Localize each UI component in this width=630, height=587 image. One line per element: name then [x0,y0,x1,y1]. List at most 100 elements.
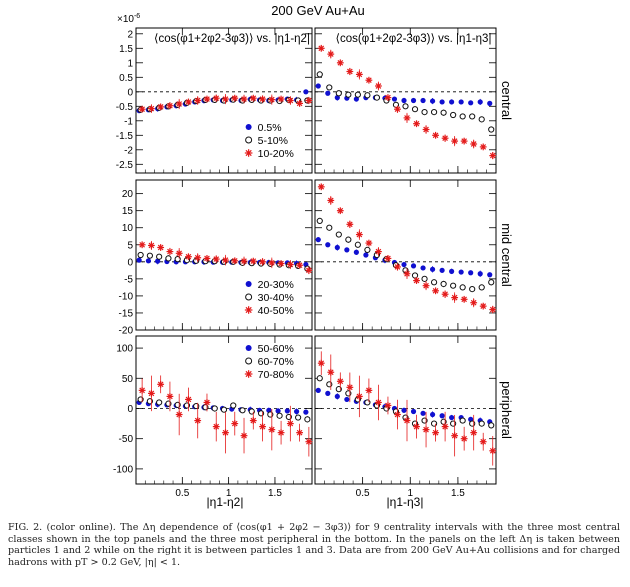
data-point [317,359,325,367]
data-point [410,408,417,415]
y-tick-label: 100 [116,344,133,355]
legend-marker [245,293,253,301]
data-point [401,407,407,413]
data-point [354,91,361,98]
data-point [137,251,144,259]
panel-mid-central-right: mid central [314,179,514,331]
y-tick-label: -5 [124,274,133,285]
data-point [231,420,239,427]
panel-mid-central-left: -20 -15 -10 -5 0 5 10 15 20 20-30%30-40%40-50% [119,179,313,337]
data-point [441,423,449,431]
data-point [157,380,165,388]
data-point [422,426,430,434]
data-point [166,393,174,400]
data-point [194,97,202,104]
data-point [413,423,420,431]
data-point [286,420,294,427]
data-point [413,120,420,128]
data-point [479,302,487,310]
data-point [401,261,407,268]
data-point [488,279,495,286]
data-point [305,266,313,274]
data-point [136,257,142,263]
data-point [325,390,331,396]
x-tick-label: 1 [407,488,413,499]
exponent-label: ×10-6 [117,13,140,25]
data-point [240,432,248,440]
data-point [345,236,352,243]
data-point [259,258,266,266]
data-point [422,126,430,133]
figure: 200 GeV Au+Au ×10-6 -2.5-2-1.5-1-0.500.5… [113,3,514,509]
series-20-30% [315,237,493,278]
data-point [432,287,439,295]
legend-marker [245,345,252,351]
data-point [441,290,449,298]
data-point [403,417,411,424]
panel-title-right: ⟨cos(φ1+2φ2-3φ3)⟩ vs. |η1-η3| [336,32,492,45]
data-point [275,408,281,414]
panel-frame [135,335,313,485]
data-point [488,422,495,429]
xlabel-left: |η1-η2| [207,495,244,509]
legend-marker [244,370,253,378]
data-point [373,94,381,101]
series-5-10% [316,71,495,133]
data-point [334,244,340,251]
data-point [336,207,344,215]
data-point [239,407,246,414]
data-point [403,114,411,122]
data-point [440,109,447,116]
legend-central: 0.5%5-10%10-20% [244,122,294,160]
data-point [284,408,290,414]
data-point [489,447,497,455]
data-point [346,68,354,75]
data-point [145,258,151,264]
x-tick-label: 0.5 [175,488,189,499]
data-point [286,97,294,104]
data-point [449,99,455,105]
data-point [439,99,445,105]
data-point [470,299,478,307]
series-40-50% [138,240,313,275]
data-point [375,248,382,255]
data-point [450,111,457,119]
data-point [488,126,495,133]
data-point [384,255,392,262]
series-70-80% [317,351,497,466]
data-point [439,413,445,419]
data-point [411,106,419,113]
series-0.5% [315,83,493,106]
data-point [384,402,392,409]
data-point [401,97,407,104]
data-point [304,416,311,423]
y-tick-label: 0 [127,257,133,268]
data-point [430,109,438,116]
data-point [468,270,474,276]
data-point [410,97,417,104]
y-tick-label: 1 [127,58,133,69]
data-point [336,59,344,67]
legend-label: 0.5% [258,122,282,134]
data-point [138,386,146,394]
data-point [432,429,439,437]
data-point [316,71,323,78]
data-point [138,105,146,113]
data-point [230,402,237,409]
data-point [468,100,474,106]
y-tick-label: 2 [127,29,133,40]
data-point [345,91,352,98]
data-point [441,134,449,142]
panel-central-left: -2.5 -2 -1.5 -1 -0.5 0 0.5 1 1.5 2 ⟨cos(φ1+2φ2-3φ3… [116,27,313,174]
data-point [315,83,321,89]
data-point [459,417,466,424]
data-point [147,105,155,113]
legend-label: 5-10% [258,135,288,147]
panel-frame [135,179,313,331]
data-point [489,152,497,159]
panel-frame [314,27,497,174]
xlabel-right: |η1-η3| [387,495,424,509]
data-point [249,257,257,265]
data-point [430,279,438,286]
data-point [355,231,363,238]
